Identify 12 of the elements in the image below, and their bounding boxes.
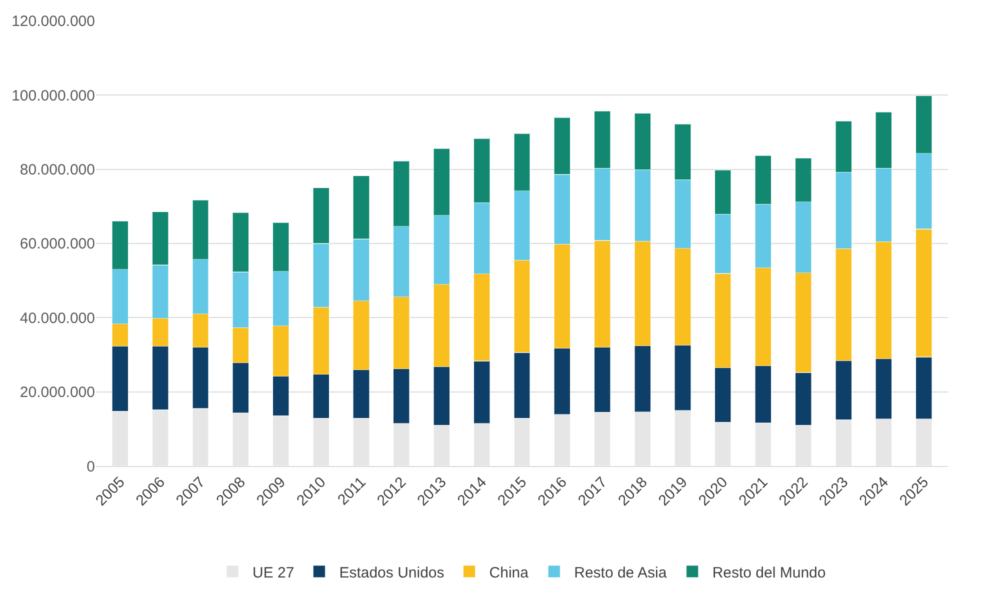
y-tick-label: 80.000.000	[20, 162, 95, 179]
y-tick-label: 0	[86, 458, 95, 476]
legend-label: Resto de Asia	[574, 564, 668, 582]
legend-label: Estados Unidos	[339, 564, 444, 582]
legend-label: Resto del Mundo	[712, 564, 826, 582]
legend-label: China	[489, 564, 530, 582]
y-tick-label: 60.000.000	[20, 236, 95, 253]
y-tick-label: 40.000.000	[20, 310, 95, 327]
y-tick-label: 20.000.000	[20, 384, 95, 402]
legend-label: UE 27	[252, 564, 294, 582]
y-tick-label: 100.000.000	[12, 87, 95, 104]
y-tick-label: 120.000.000	[12, 13, 95, 30]
